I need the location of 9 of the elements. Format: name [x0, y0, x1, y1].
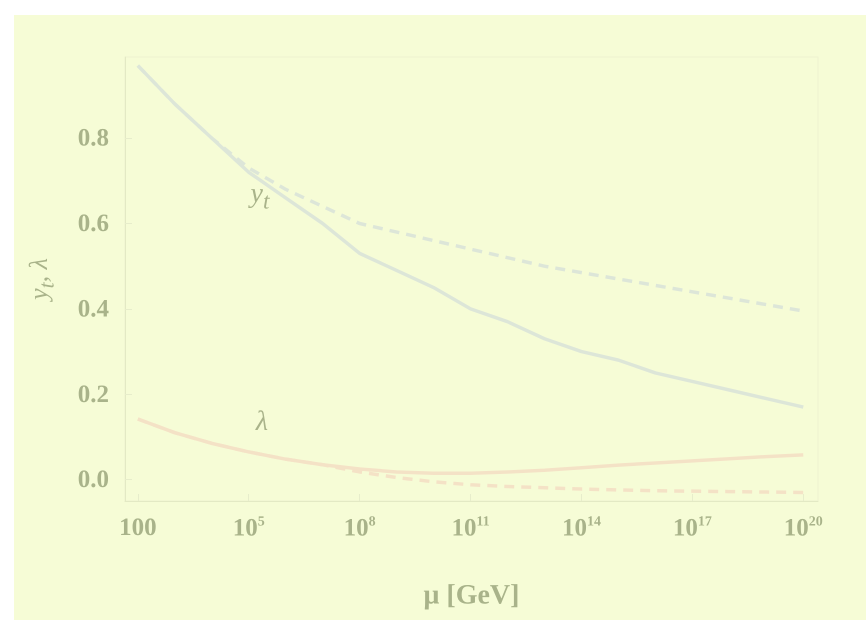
x-tick-label: 100	[119, 514, 157, 541]
y-tick-label: 0.0	[78, 466, 109, 494]
y-tick-label: 0.2	[78, 380, 109, 408]
y-tick-label: 0.8	[78, 124, 109, 152]
annotation: λ	[256, 406, 268, 437]
y-tick-label: 0.6	[78, 210, 109, 237]
y-tick-label: 0.4	[78, 295, 110, 322]
x-axis-title: μ [GeV]	[424, 580, 520, 610]
annotation: y$_{t}$	[250, 178, 270, 215]
